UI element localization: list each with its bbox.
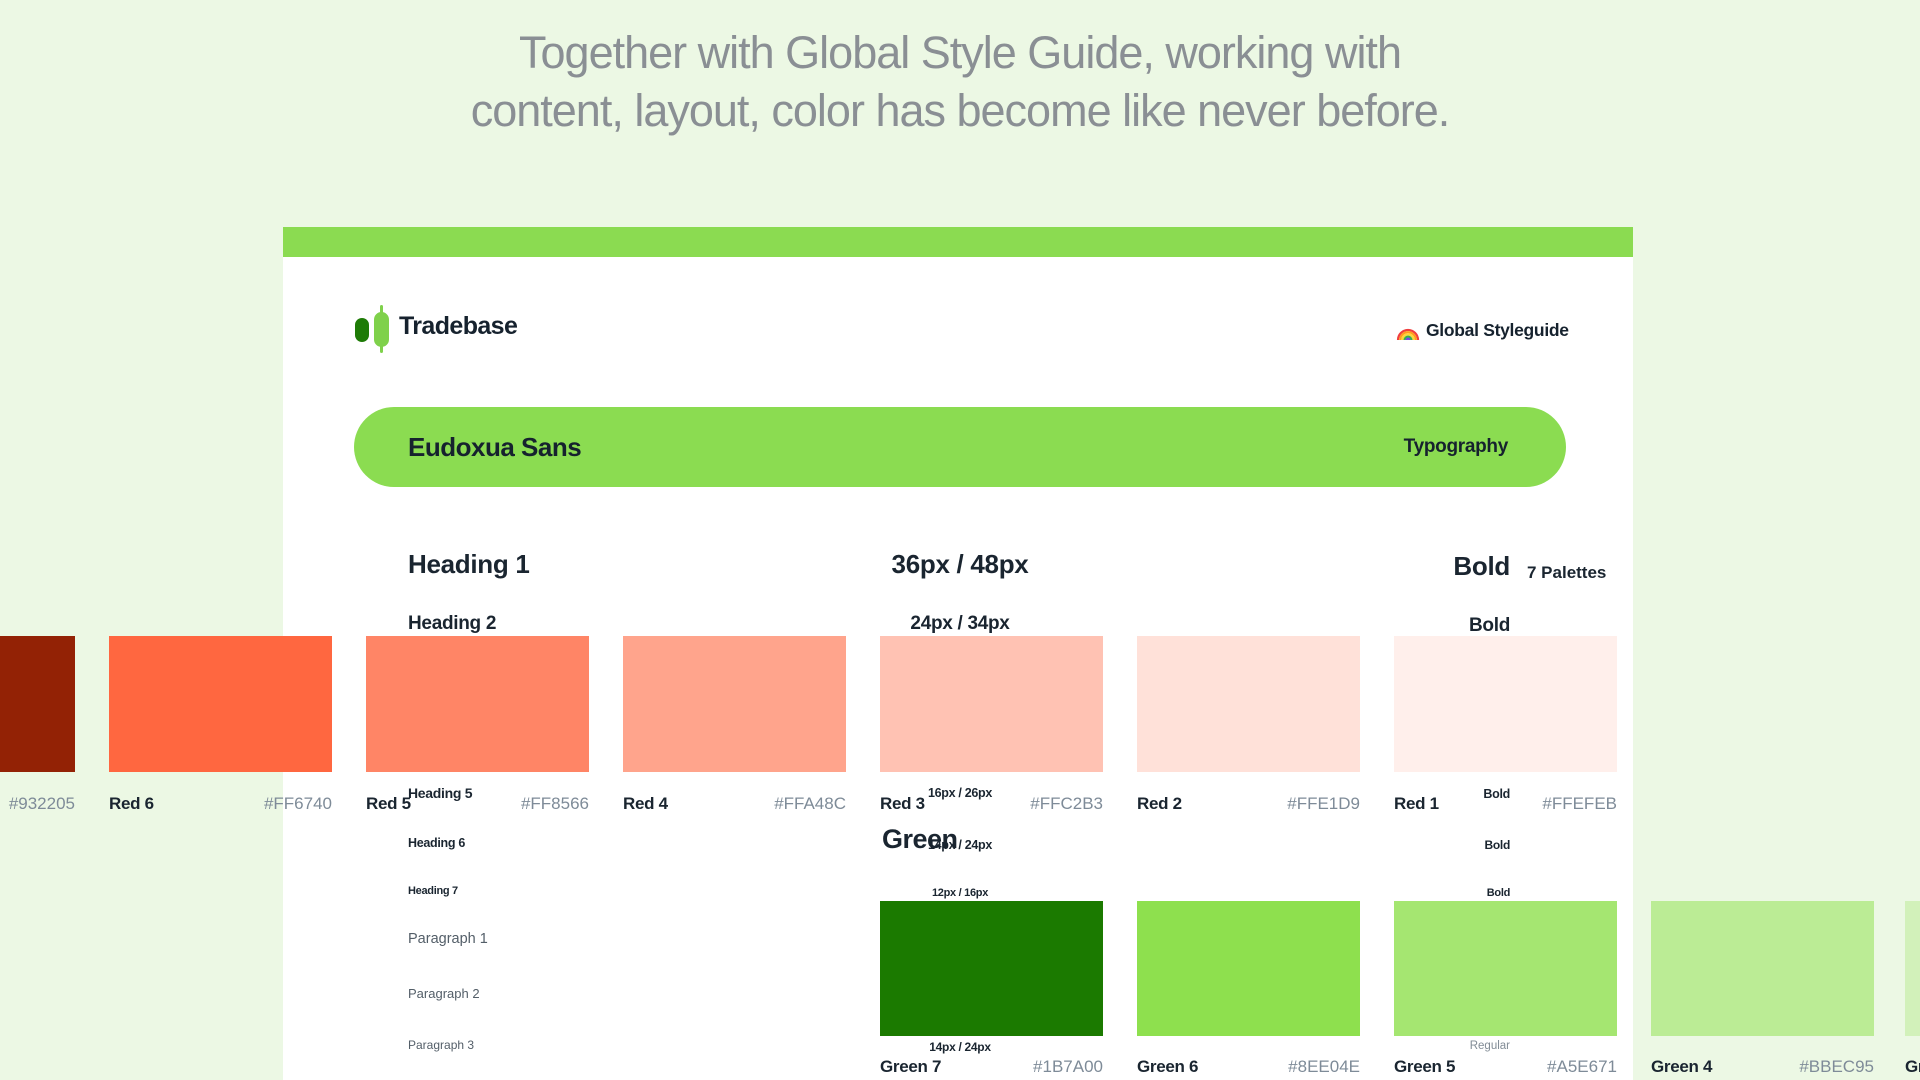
red-swatch-5 <box>366 636 589 772</box>
headline-line-2: content, layout, color has become like n… <box>470 85 1451 136</box>
card-top-bar <box>283 227 1633 257</box>
swatch-name: Red 1 <box>1394 794 1439 813</box>
red-swatch-1 <box>1394 636 1617 772</box>
swatch-name: Red 6 <box>109 794 154 813</box>
type-row-heading1-weight: Bold <box>1453 551 1510 581</box>
type-row-heading2-name: Heading 2 <box>408 613 497 634</box>
type-row-heading2-weight: Bold <box>1468 615 1510 636</box>
tradebase-candlestick-icon <box>355 303 395 360</box>
styleguide-badge-label: Global Styleguide <box>1426 320 1569 340</box>
type-row-paragraph3-weight: Regular <box>1469 1040 1510 1052</box>
red-swatch-7-label: #932205 <box>0 794 75 814</box>
swatch-name: Red 2 <box>1137 794 1182 813</box>
swatch-name: Red 4 <box>623 794 668 813</box>
red-swatch-5-label: Red 5 #FF8566 <box>366 794 589 814</box>
green-swatch-6 <box>1137 901 1360 1036</box>
swatch-hex: #A5E671 <box>1547 1057 1617 1076</box>
swatch-hex: #FF6740 <box>263 794 332 813</box>
swatch-hex: #932205 <box>8 794 75 813</box>
type-row-heading5-weight: Bold <box>1483 787 1510 801</box>
green-swatch-3-label: Green 3 <box>1905 1057 1920 1077</box>
type-row-heading2-size: 24px / 34px <box>910 613 1010 634</box>
headline-line-1: Together with Global Style Guide, workin… <box>519 27 1402 78</box>
green-swatch-4-label: Green 4 #BBEC95 <box>1651 1057 1874 1077</box>
type-row-paragraph3-size: 14px / 24px <box>929 1040 991 1054</box>
green-palette-heading: Green <box>882 824 958 854</box>
red-swatch-2 <box>1137 636 1360 772</box>
red-swatch-6-label: Red 6 #FF6740 <box>109 794 332 814</box>
swatch-name: Green 6 <box>1137 1057 1199 1076</box>
type-row-heading1-name: Heading 1 <box>408 549 530 579</box>
swatch-name: Red 3 <box>880 794 925 813</box>
swatch-hex: #FFE1D9 <box>1287 794 1360 813</box>
swatch-hex: #8EE04E <box>1288 1057 1360 1076</box>
typography-section-label: Typography <box>1403 436 1509 457</box>
swatch-name: Green 3 <box>1905 1057 1920 1076</box>
swatch-hex: #FFA48C <box>774 794 846 813</box>
type-row-heading6-weight: Bold <box>1484 838 1511 852</box>
typography-banner: Eudoxua Sans Typography <box>354 407 1566 487</box>
swatch-name: Green 7 <box>880 1057 942 1076</box>
type-row-paragraph2-name: Paragraph 2 <box>408 986 480 1001</box>
swatch-name: Green 5 <box>1394 1057 1456 1076</box>
font-name-label: Eudoxua Sans <box>408 431 582 462</box>
type-row-paragraph1-name: Paragraph 1 <box>408 931 488 947</box>
swatch-hex: #FFC2B3 <box>1030 794 1103 813</box>
red-swatch-2-label: Red 2 #FFE1D9 <box>1137 794 1360 814</box>
type-row-heading6-name: Heading 6 <box>408 836 466 850</box>
green-swatch-6-label: Green 6 #8EE04E <box>1137 1057 1360 1077</box>
type-row-heading1-size: 36px / 48px <box>891 549 1029 579</box>
brand-logo: Tradebase <box>355 303 615 355</box>
green-swatch-7-label: Green 7 #1B7A00 <box>880 1057 1103 1077</box>
swatch-hex: #FFEFEB <box>1542 794 1617 813</box>
swatch-hex: #FF8566 <box>520 794 589 813</box>
red-swatch-3 <box>880 636 1103 772</box>
swatch-name: Green 4 <box>1651 1057 1713 1076</box>
red-swatch-4 <box>623 636 846 772</box>
type-row-heading5-name: Heading 5 <box>408 785 473 801</box>
green-swatch-5 <box>1394 901 1617 1036</box>
green-swatch-7 <box>880 901 1103 1036</box>
type-row-heading6-size: 14px / 24px <box>927 838 993 852</box>
type-row-heading7-name: Heading 7 <box>408 885 458 897</box>
rainbow-icon <box>1395 318 1421 347</box>
type-row-heading7-weight: Bold <box>1486 887 1511 899</box>
red-swatch-4-label: Red 4 #FFA48C <box>623 794 846 814</box>
red-swatch-7 <box>0 636 75 772</box>
brand-name: Tradebase <box>399 312 518 340</box>
swatch-name: Red 5 <box>366 794 411 813</box>
palettes-count-label: 7 Palettes <box>1527 563 1607 582</box>
green-swatch-3 <box>1905 901 1920 1036</box>
red-swatch-6 <box>109 636 332 772</box>
red-swatch-1-label: Red 1 #FFEFEB <box>1394 794 1617 814</box>
swatch-hex: #BBEC95 <box>1799 1057 1874 1076</box>
type-row-paragraph3-name: Paragraph 3 <box>408 1038 475 1052</box>
type-row-heading7-size: 12px / 16px <box>931 887 989 899</box>
red-swatch-3-label: Red 3 #FFC2B3 <box>880 794 1103 814</box>
green-swatch-4 <box>1651 901 1874 1036</box>
type-row-heading5-size: 16px / 26px <box>927 786 993 800</box>
swatch-hex: #1B7A00 <box>1033 1057 1103 1076</box>
page-headline: Together with Global Style Guide, workin… <box>0 24 1920 140</box>
green-swatch-5-label: Green 5 #A5E671 <box>1394 1057 1617 1077</box>
